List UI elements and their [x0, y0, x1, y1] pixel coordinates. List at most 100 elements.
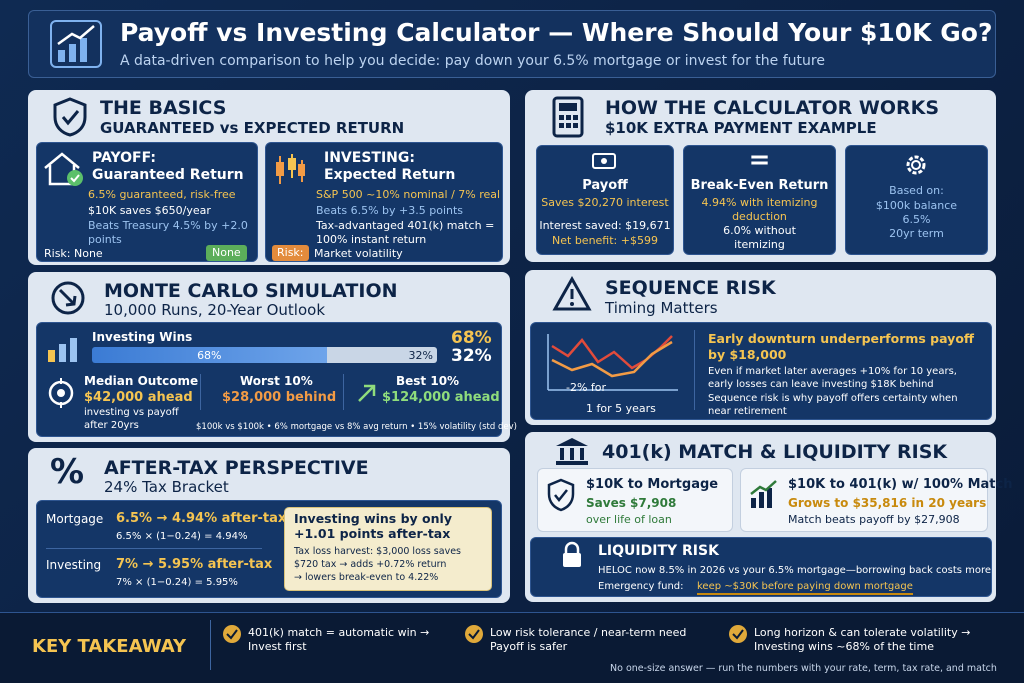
outcome-note: investing vs payoff after 20yrs — [84, 407, 179, 431]
panel-title: THE BASICS — [100, 97, 227, 119]
panel-subtitle: Timing Matters — [605, 299, 718, 317]
row-formula: 7% × (1−0.24) = 5.95% — [116, 577, 238, 588]
card-title: Break-Even Return — [690, 178, 829, 193]
takeaway-band — [0, 612, 1024, 683]
outcome-label: Median Outcome — [84, 374, 199, 388]
bullet: HELOC now 8.5% in 2026 vs your 6.5% mort… — [598, 565, 992, 576]
panel-title: AFTER-TAX PERSPECTIVE — [104, 457, 369, 479]
takeaway-item: 401(k) match = automatic win → Invest fi… — [248, 626, 430, 653]
bullet-label: Emergency fund: — [598, 581, 684, 592]
outcome-value: $124,000 ahead — [382, 390, 500, 405]
risk-label: Risk: — [272, 245, 309, 261]
calc-card — [683, 145, 836, 255]
bank-icon — [556, 438, 588, 465]
bar-segment: 32% — [326, 347, 437, 363]
gear-icon — [906, 155, 926, 175]
card-title: $10K to 401(k) w/ 100% Match — [788, 477, 1013, 492]
takeaway-footnote: No one-size answer — run the numbers wit… — [610, 663, 997, 674]
calculator-icon — [552, 96, 584, 138]
candle-icon — [276, 154, 305, 184]
divider — [200, 374, 201, 410]
footnote: $100k vs $100k • 6% mortgage vs 8% avg r… — [196, 422, 517, 432]
box-subtitle: Guaranteed Return — [92, 167, 244, 183]
check-icon — [223, 625, 241, 643]
panel-subtitle: 24% Tax Bracket — [104, 478, 229, 496]
calc-card — [845, 145, 988, 255]
row-formula: 6.5% × (1−0.24) = 4.94% — [116, 531, 248, 542]
headline: Early downturn underperforms payoff by $… — [708, 331, 975, 362]
match-card — [740, 468, 988, 532]
title: Payoff vs Investing Calculator — Where S… — [120, 18, 993, 47]
row-value: 6.5% → 4.94% after-tax — [116, 511, 287, 526]
sequence-chart — [547, 334, 678, 391]
mortgage-card — [537, 468, 733, 532]
divider — [210, 620, 211, 670]
chart-label: 1 for 5 years — [586, 402, 656, 415]
bullet: Beats 6.5% by +3.5 points — [316, 204, 464, 217]
takeaway-title: KEY TAKEAWAY — [32, 636, 187, 657]
row-value: 7% → 5.95% after-tax — [116, 557, 273, 572]
shield-icon — [547, 478, 575, 512]
bullet: $10K saves $650/year — [88, 204, 211, 217]
liquidity-title: LIQUIDITY RISK — [598, 543, 719, 559]
bullet: 6.5% guaranteed, risk-free — [88, 188, 236, 201]
box-title: INVESTING: — [324, 150, 415, 166]
share-label: 32% — [451, 346, 492, 366]
row-label: Investing — [46, 558, 102, 572]
note: Even if market later averages +10% for 1… — [708, 366, 957, 390]
cash-icon — [592, 153, 616, 169]
sequence-box — [530, 322, 992, 420]
outcome-value: $28,000 behind — [222, 390, 337, 405]
row-label: Mortgage — [46, 512, 104, 526]
bar-label: Investing Wins — [92, 330, 193, 344]
card-line: Grows to $35,816 in 20 years — [788, 496, 987, 510]
card-line: 20yr term — [889, 227, 944, 240]
card-line: Saves $20,270 interest — [541, 196, 669, 209]
panel-subtitle: GUARANTEED vs EXPECTED RETURN — [100, 119, 405, 137]
subtitle: A data-driven comparison to help you dec… — [120, 53, 825, 69]
takeaway-item: Long horizon & can tolerate volatility →… — [754, 626, 971, 653]
house-icon — [44, 152, 83, 186]
callout-title: Investing wins by only +1.01 points afte… — [294, 511, 452, 541]
panel-title: 401(k) MATCH & LIQUIDITY RISK — [602, 441, 948, 463]
target-icon — [51, 281, 85, 315]
shield-icon — [53, 97, 87, 137]
callout-line: Tax loss harvest: $3,000 loss saves — [294, 546, 461, 557]
card-line: 6.0% without itemizing — [723, 224, 796, 251]
bullet: S&P 500 ~10% nominal / 7% real — [316, 188, 501, 201]
bullet-highlight: keep ~$30K before paying down mortgage — [697, 580, 913, 595]
callout-line: → lowers break-even to 4.22% — [294, 572, 439, 583]
check-icon — [729, 625, 747, 643]
card-line: over life of loan — [586, 513, 672, 526]
panel-subtitle: $10K EXTRA PAYMENT EXAMPLE — [605, 119, 877, 137]
bar-segment-label: 68% — [197, 348, 222, 362]
callout-box — [284, 507, 492, 591]
card-line: 4.94% with itemizing deduction — [701, 196, 818, 223]
box-title: PAYOFF: — [92, 150, 156, 166]
crosshair-icon — [48, 378, 74, 408]
bar-segment-label: 32% — [408, 348, 433, 362]
panel-title: SEQUENCE RISK — [605, 277, 776, 299]
bullet: Beats Treasury 4.5% by +2.0 points — [88, 219, 248, 246]
risk-badge: None — [206, 245, 247, 261]
divider — [46, 548, 262, 549]
callout-line: $720 tax → adds +0.72% return — [294, 559, 447, 570]
risk-label: Risk: None — [44, 247, 103, 260]
up-arrow-icon — [358, 384, 376, 402]
card-line: Interest saved: $19,671 — [539, 219, 671, 232]
equals-icon: = — [748, 145, 771, 175]
win-bar: 68% 32% — [92, 347, 437, 363]
warning-icon — [552, 276, 592, 311]
bar-segment: 68% — [92, 347, 327, 363]
divider — [343, 374, 344, 410]
card-line: Match beats payoff by $27,908 — [788, 513, 960, 526]
investing-box — [265, 142, 503, 262]
card-line: Net benefit: +$599 — [552, 234, 658, 247]
growth-icon — [750, 480, 777, 508]
outcome-value: $42,000 ahead — [84, 390, 193, 405]
risk-text: Market volatility — [314, 247, 403, 260]
divider — [694, 330, 695, 410]
card-line: 6.5% — [902, 213, 931, 226]
liquidity-box — [530, 537, 992, 597]
panel-subtitle: 10,000 Runs, 20-Year Outlook — [104, 301, 326, 319]
